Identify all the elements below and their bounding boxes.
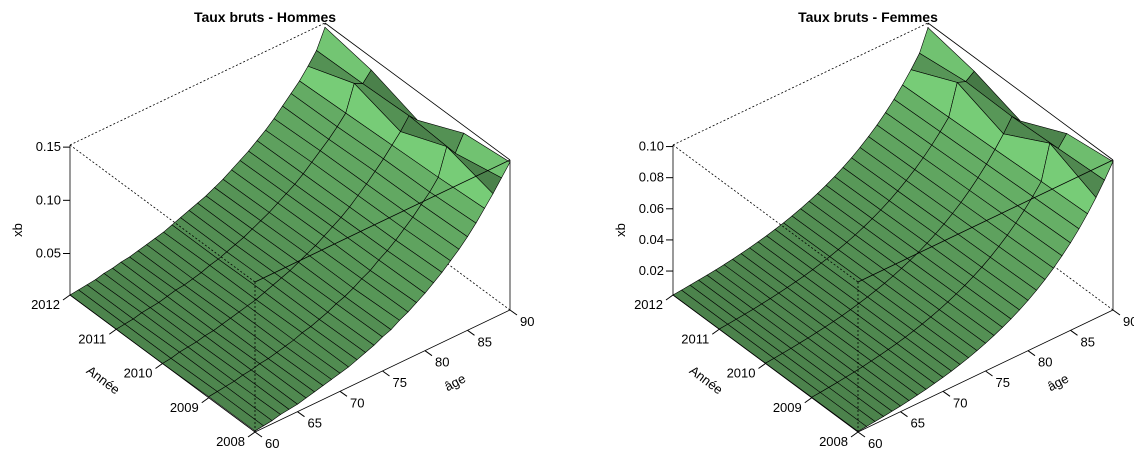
z-tick-label: 0.10: [639, 139, 664, 154]
y-axis-title: Année: [687, 363, 726, 398]
x-tick: [1112, 309, 1121, 316]
chart-title: Taux bruts - Femmes: [798, 9, 938, 25]
x-tick: [509, 309, 518, 316]
x-tick: [985, 370, 993, 377]
box-edge: [857, 159, 1114, 283]
x-tick-label: 85: [478, 334, 492, 349]
y-tick-label: 2011: [78, 331, 106, 346]
x-tick: [382, 370, 390, 377]
x-tick: [1027, 350, 1036, 357]
x-tick: [467, 329, 475, 336]
y-tick: [62, 294, 71, 301]
z-tick-label: 0.04: [639, 232, 664, 247]
z-tick-label: 0.10: [36, 192, 61, 207]
y-tick-label: 2012: [31, 297, 60, 312]
y-tick: [758, 363, 766, 369]
y-axis-title: Année: [84, 363, 123, 398]
y-tick-label: 2010: [124, 366, 153, 381]
x-tick: [1070, 329, 1078, 336]
box-edge: [927, 22, 1114, 161]
x-tick-label: 70: [953, 395, 967, 410]
y-tick: [201, 397, 210, 404]
y-tick-label: 2012: [634, 297, 663, 312]
z-axis-title: xb: [613, 223, 628, 237]
box-edge: [254, 159, 511, 283]
x-tick-label: 80: [1038, 355, 1052, 370]
y-tick: [155, 363, 163, 369]
z-tick-label: 0.08: [639, 170, 664, 185]
y-tick: [665, 294, 674, 301]
x-tick-label: 60: [265, 436, 279, 451]
y-tick: [108, 328, 117, 335]
z-tick-label: 0.06: [639, 201, 664, 216]
surface-facet: [208, 391, 265, 432]
y-tick: [804, 397, 813, 404]
x-tick-label: 65: [911, 416, 925, 431]
x-axis-title: âge: [442, 371, 468, 394]
z-tick-label: 0.02: [639, 263, 664, 278]
x-tick-label: 90: [520, 314, 534, 329]
x-axis-title: âge: [1045, 371, 1071, 394]
panel: Taux bruts - Hommes 0.05 0.10 0.15 xb 2008 200…: [10, 9, 534, 451]
z-axis-title: xb: [10, 223, 25, 237]
x-tick-label: 65: [308, 416, 322, 431]
z-tick-label: 0.15: [36, 139, 61, 154]
x-tick: [339, 390, 348, 397]
x-tick-label: 70: [350, 395, 364, 410]
y-tick: [711, 328, 720, 335]
panel: Taux bruts - Femmes 0.02 0.04 0.06 0.08 0.10 x…: [613, 9, 1134, 451]
x-tick-label: 60: [868, 436, 882, 451]
y-tick-label: 2010: [727, 366, 756, 381]
x-tick-label: 75: [393, 375, 407, 390]
x-tick: [297, 411, 305, 418]
x-tick-label: 75: [996, 375, 1010, 390]
y-tick-label: 2009: [773, 400, 802, 415]
y-tick-label: 2011: [681, 331, 709, 346]
box-edge: [324, 22, 511, 161]
x-tick: [424, 350, 433, 357]
chart-title: Taux bruts - Hommes: [194, 9, 336, 25]
x-tick: [942, 390, 951, 397]
surface-facet: [811, 392, 868, 432]
x-tick-label: 85: [1081, 334, 1095, 349]
x-tick: [254, 431, 263, 438]
y-tick-label: 2008: [216, 434, 245, 449]
y-tick: [850, 431, 859, 438]
y-tick: [247, 431, 256, 438]
box-edge: [69, 22, 326, 146]
x-tick: [857, 431, 866, 438]
z-tick-label: 0.05: [36, 246, 61, 261]
y-tick-label: 2009: [170, 400, 199, 415]
x-tick: [900, 411, 908, 418]
y-tick-label: 2008: [819, 434, 848, 449]
box-edge: [672, 22, 929, 146]
x-tick-label: 90: [1123, 314, 1134, 329]
x-tick-label: 80: [435, 355, 449, 370]
